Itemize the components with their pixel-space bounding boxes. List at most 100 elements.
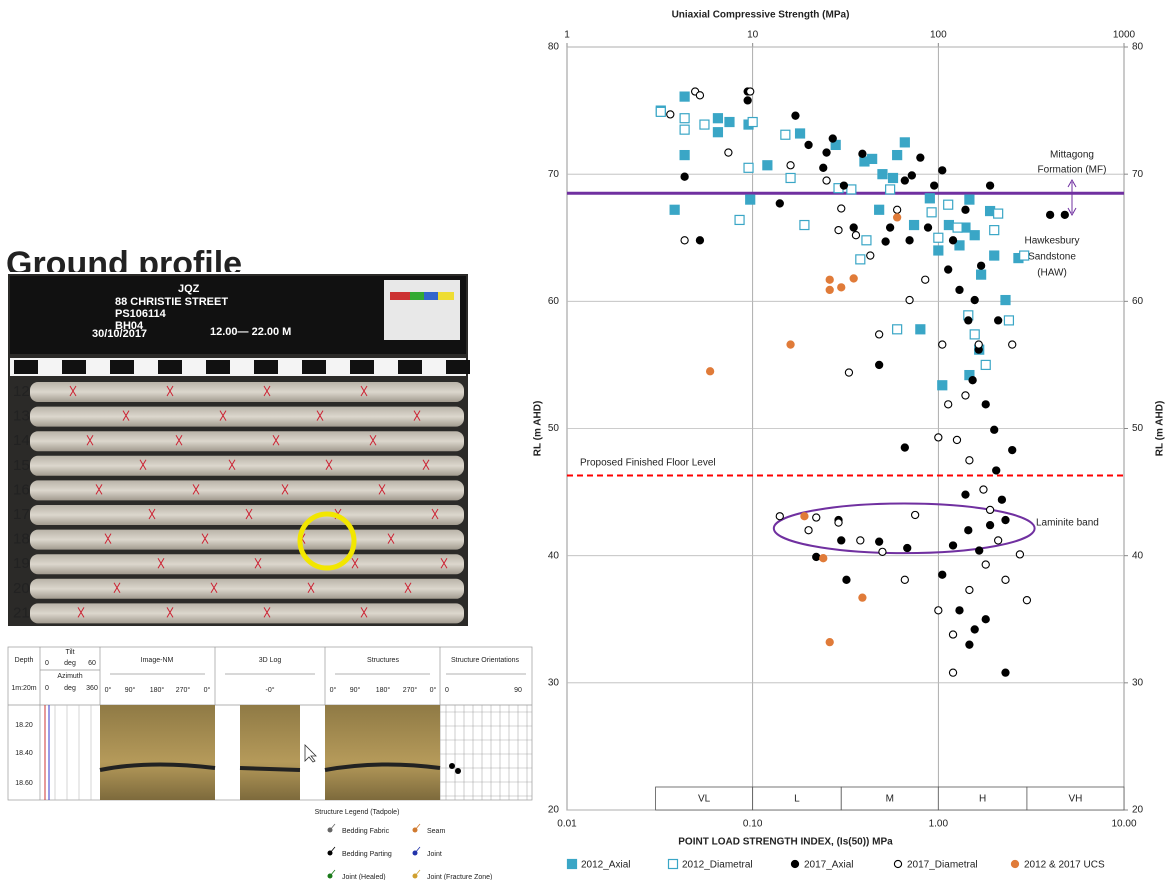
- legend-icon: [415, 870, 420, 876]
- structure-legend-item: Joint (Fracture Zone): [427, 874, 492, 880]
- data-point: [862, 236, 871, 245]
- data-point: [700, 120, 709, 129]
- log-scale: 180°: [150, 686, 165, 694]
- data-point: [826, 639, 833, 646]
- board-interval: 12.00— 22.00 M: [210, 326, 291, 338]
- board-date: 30/10/2017: [92, 328, 147, 340]
- y-tick-label: 70: [548, 169, 560, 180]
- legend-marker: [669, 860, 678, 869]
- data-point: [1023, 597, 1030, 604]
- strength-class-label: H: [979, 794, 986, 805]
- data-point: [986, 182, 993, 189]
- data-point: [829, 135, 836, 142]
- color-swatch: [424, 292, 438, 300]
- data-point: [1047, 211, 1054, 218]
- data-point: [805, 527, 812, 534]
- legend-icon: [330, 847, 335, 853]
- data-point: [894, 206, 901, 213]
- image-nm-log: [100, 705, 215, 800]
- data-point: [856, 255, 865, 264]
- y-tick-label: 20: [548, 805, 560, 816]
- data-point: [976, 547, 983, 554]
- data-point: [966, 457, 973, 464]
- y2-tick-label: 80: [1132, 42, 1144, 53]
- y-tick-label: 30: [548, 677, 560, 688]
- depth-label: 18.40: [15, 750, 33, 757]
- board-text: 88 CHRISTIE STREET: [115, 296, 228, 308]
- data-point: [924, 224, 931, 231]
- x-axis-title: POINT LOAD STRENGTH INDEX, (Is(50)) MPa: [678, 837, 893, 848]
- log-header: Tilt: [65, 649, 74, 656]
- data-point: [744, 163, 753, 172]
- annotation-text: Hawkesbury: [1024, 236, 1079, 247]
- data-point: [887, 224, 894, 231]
- data-point: [859, 594, 866, 601]
- x2-tick-label: 100: [930, 30, 947, 41]
- structure-legend-item: Bedding Fabric: [342, 828, 390, 835]
- data-point: [945, 401, 952, 408]
- data-point: [949, 542, 956, 549]
- strength-class-label: M: [886, 794, 894, 805]
- data-point: [681, 237, 688, 244]
- data-point: [876, 538, 883, 545]
- scale-segment: [446, 360, 470, 374]
- page: Ground profile JQZ 88 CHRISTIE STREET PS…: [0, 0, 1172, 880]
- data-point: [838, 205, 845, 212]
- data-point: [956, 286, 963, 293]
- data-point: [1016, 551, 1023, 558]
- color-swatch: [410, 292, 424, 300]
- data-point: [823, 177, 830, 184]
- data-point: [746, 195, 755, 204]
- data-point: [882, 238, 889, 245]
- data-point: [868, 154, 877, 163]
- x2-tick-label: 1000: [1113, 30, 1136, 41]
- data-point: [931, 182, 938, 189]
- data-point: [763, 161, 772, 170]
- core-row-label: 17: [13, 506, 30, 523]
- data-point: [744, 97, 751, 104]
- data-point: [845, 369, 852, 376]
- data-point: [982, 401, 989, 408]
- legend-label: 2012_Axial: [581, 860, 630, 871]
- data-point: [934, 246, 943, 255]
- log-header: Structures: [367, 657, 399, 664]
- data-point: [889, 173, 898, 182]
- data-point: [1009, 341, 1016, 348]
- data-point: [670, 205, 679, 214]
- core-row-label: 20: [13, 580, 30, 597]
- core-piece: [30, 554, 464, 574]
- data-point: [1002, 576, 1009, 583]
- data-point: [680, 125, 689, 134]
- core-row-label: 21: [13, 604, 30, 621]
- core-row-label: 16: [13, 481, 30, 498]
- data-point: [748, 118, 757, 127]
- data-point: [965, 527, 972, 534]
- data-point: [966, 586, 973, 593]
- data-point: [787, 341, 794, 348]
- data-point: [962, 206, 969, 213]
- data-point: [990, 226, 999, 235]
- core-photo: JQZ 88 CHRISTIE STREET PS106114 BH04 30/…: [8, 274, 470, 626]
- legend-label: 2012 & 2017 UCS: [1024, 860, 1105, 871]
- log-scale: 90°: [125, 686, 136, 694]
- legend-marker: [894, 860, 901, 867]
- structure-legend-item: Bedding Parting: [342, 851, 392, 858]
- data-point: [944, 221, 953, 230]
- strength-class-label: VL: [698, 794, 711, 805]
- data-point: [962, 491, 969, 498]
- log-scale: 180°: [376, 686, 391, 694]
- data-point: [879, 548, 886, 555]
- log-scale: 0: [45, 685, 49, 692]
- core-row-label: 15: [13, 457, 30, 474]
- log-scale: -0°: [265, 686, 274, 694]
- data-point: [1061, 211, 1068, 218]
- data-point: [893, 325, 902, 334]
- legend-label: 2012_Diametral: [682, 860, 753, 871]
- data-point: [935, 434, 942, 441]
- tadpole: [449, 763, 455, 769]
- data-point: [886, 185, 895, 194]
- board-text: PS106114: [115, 308, 167, 320]
- data-point: [838, 537, 845, 544]
- board-text: JQZ: [178, 283, 200, 295]
- data-point: [1004, 316, 1013, 325]
